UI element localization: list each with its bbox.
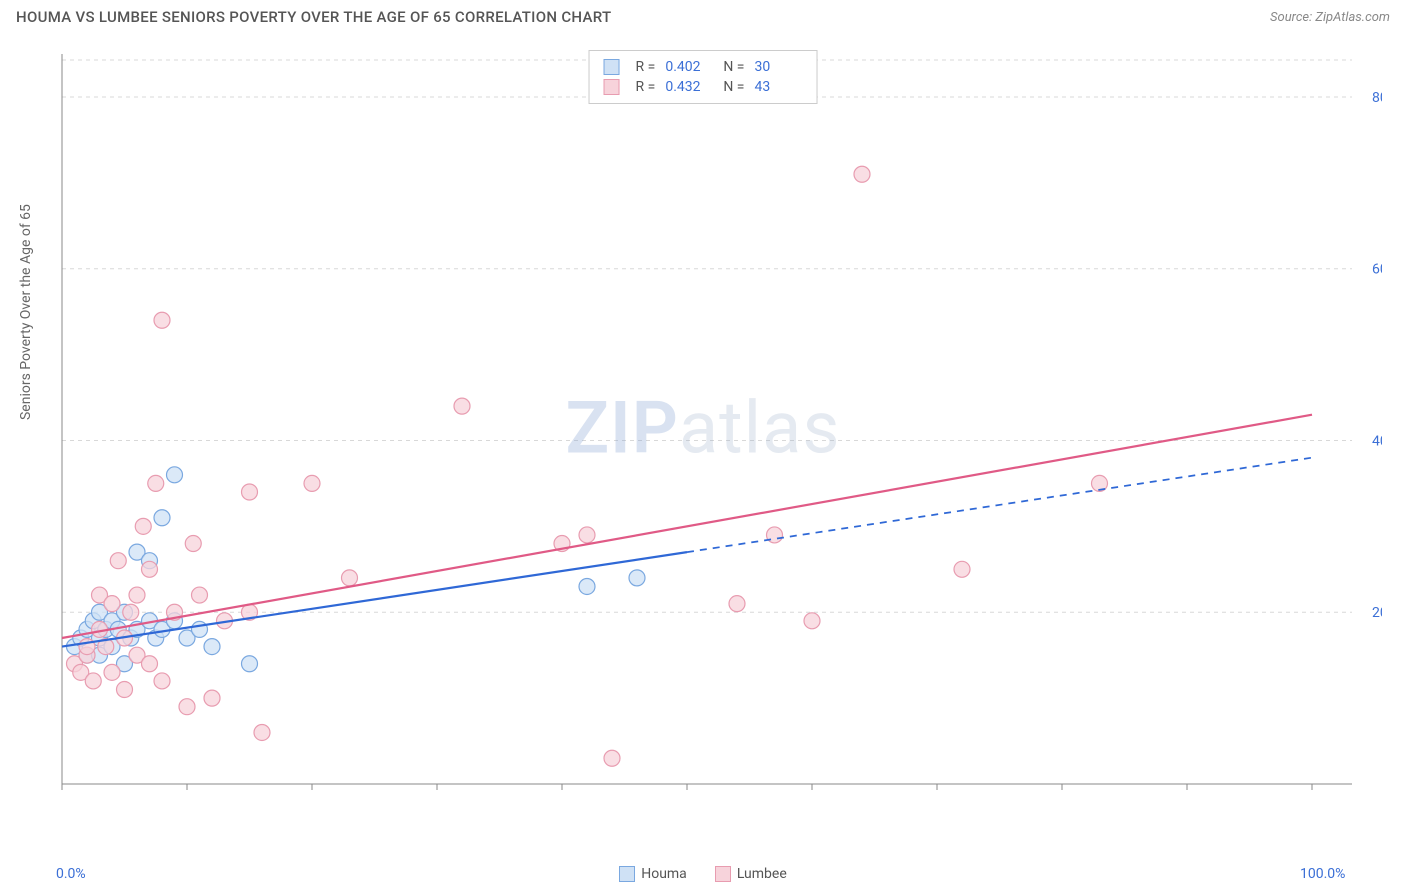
x-axis-min-label: 0.0% [56, 866, 86, 882]
legend-swatch [619, 866, 635, 882]
source-attribution: Source: ZipAtlas.com [1270, 10, 1390, 25]
y-axis-label: Seniors Poverty Over the Age of 65 [18, 204, 34, 420]
chart-title: HOUMA VS LUMBEE SENIORS POVERTY OVER THE… [16, 8, 611, 26]
stats-R-value: 0.432 [665, 79, 713, 95]
chart-plot-area: 20.0% 40.0% 60.0% 80.0% [52, 44, 1382, 824]
correlation-stats-legend: R = 0.402 N = 30 R = 0.432 N = 43 [589, 50, 818, 104]
stats-R-value: 0.402 [665, 59, 713, 75]
stats-row: R = 0.402 N = 30 [604, 57, 803, 77]
scatter-chart-svg: 20.0% 40.0% 60.0% 80.0% [52, 44, 1382, 824]
legend-swatch [715, 866, 731, 882]
y-tick-label: 80.0% [1372, 90, 1382, 106]
stats-N-label: N = [723, 59, 744, 75]
chart-header: HOUMA VS LUMBEE SENIORS POVERTY OVER THE… [0, 0, 1406, 30]
stats-row: R = 0.432 N = 43 [604, 77, 803, 97]
stats-swatch [604, 59, 620, 75]
legend-item: Lumbee [715, 866, 787, 882]
stats-R-label: R = [636, 59, 656, 75]
stats-N-value: 43 [754, 79, 802, 95]
stats-N-label: N = [723, 79, 744, 95]
y-tick-label: 60.0% [1372, 262, 1382, 278]
stats-N-value: 30 [754, 59, 802, 75]
x-axis-max-label: 100.0% [1300, 866, 1345, 882]
y-tick-label: 40.0% [1372, 433, 1382, 449]
stats-swatch [604, 79, 620, 95]
series-legend: Houma Lumbee [0, 866, 1406, 886]
y-tick-label: 20.0% [1372, 605, 1382, 621]
legend-item: Houma [619, 866, 687, 882]
legend-label: Houma [641, 866, 687, 882]
legend-label: Lumbee [737, 866, 787, 882]
stats-R-label: R = [636, 79, 656, 95]
